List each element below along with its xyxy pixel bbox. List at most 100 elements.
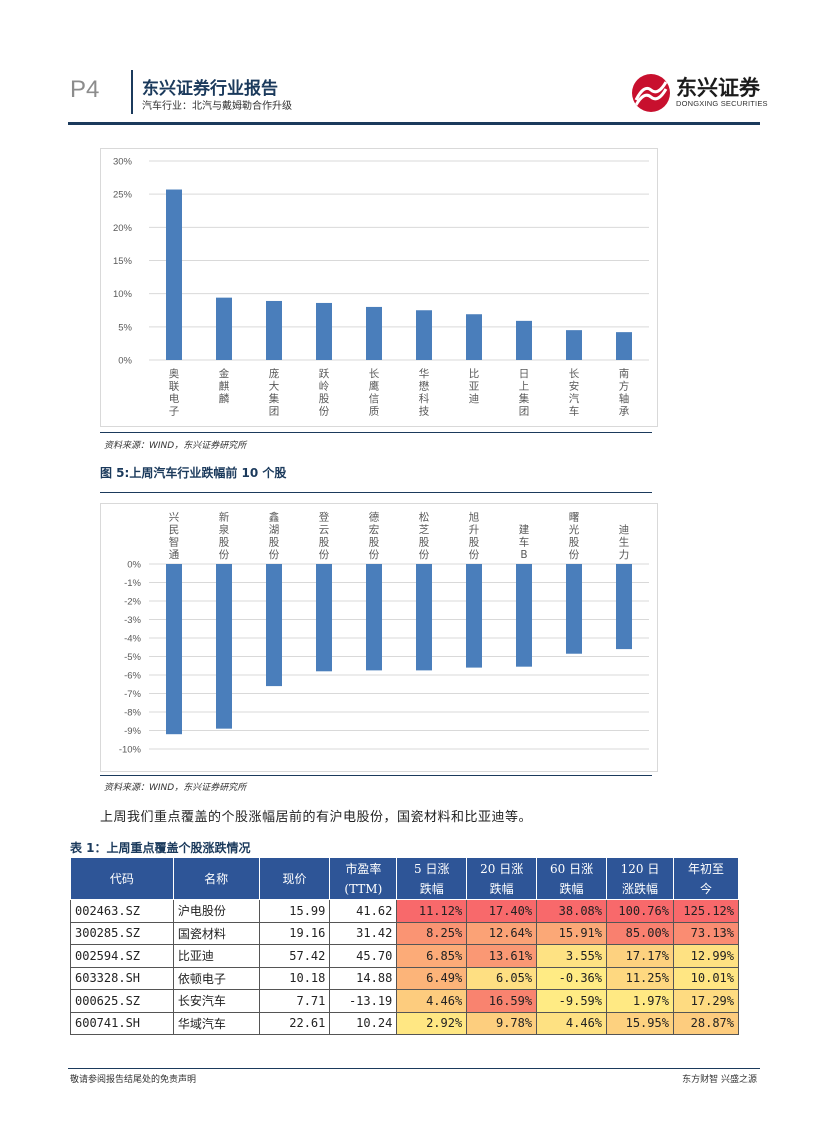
svg-text:懋: 懋 — [419, 381, 430, 393]
svg-text:迪: 迪 — [619, 524, 630, 536]
table-row: 603328.SH 依顿电子 10.18 14.88 6.49% 6.05% -0.36% 1… — [70, 966, 740, 990]
logo-english: DONGXING SECURITIES — [676, 99, 768, 108]
table-cell: 长安汽车 — [172, 989, 260, 1013]
table-cell: 华域汽车 — [172, 1011, 260, 1035]
svg-text:生: 生 — [619, 536, 630, 549]
svg-text:跃: 跃 — [319, 368, 330, 380]
figure2-title-rule — [100, 492, 652, 493]
svg-text:曙: 曙 — [569, 512, 580, 524]
svg-text:旭: 旭 — [469, 512, 480, 524]
svg-text:子: 子 — [169, 406, 180, 418]
svg-text:电: 电 — [169, 392, 180, 405]
table-body: 002463.SZ 沪电股份 15.99 41.62 11.12% 17.40% 38.08… — [70, 899, 740, 1035]
svg-text:份: 份 — [469, 549, 480, 561]
table-cell: 57.42 — [258, 944, 331, 968]
svg-text:份: 份 — [219, 549, 230, 561]
table-cell: 17.40% — [466, 899, 538, 923]
svg-text:安: 安 — [569, 380, 580, 393]
svg-text:联: 联 — [169, 381, 180, 393]
svg-text:集: 集 — [269, 392, 280, 405]
svg-text:团: 团 — [269, 406, 280, 418]
bar — [416, 564, 432, 671]
header-text: 60 日涨 — [550, 861, 594, 876]
report-subtitle: 汽车行业：北汽与戴姆勒合作升级 — [142, 101, 292, 112]
table-cell: 19.16 — [258, 921, 331, 945]
svg-text:湖: 湖 — [269, 524, 280, 536]
bar — [366, 306, 382, 360]
y-tick-label: -2% — [124, 597, 141, 608]
table-cell: 85.00% — [606, 921, 674, 945]
table-cell: 11.12% — [396, 899, 468, 923]
bar — [316, 302, 332, 360]
table-cell: 15.95% — [606, 1011, 674, 1035]
svg-text:股: 股 — [319, 393, 330, 405]
header-divider — [131, 70, 133, 114]
svg-text:麒: 麒 — [219, 380, 230, 393]
header-text: 跌幅 — [489, 881, 514, 896]
table-cell: 002463.SZ — [70, 899, 174, 923]
table-cell: 17.29% — [672, 989, 740, 1013]
svg-text:质: 质 — [369, 406, 380, 418]
table-cell: 15.99 — [258, 899, 331, 923]
bar — [216, 297, 232, 360]
header-text: 名称 — [204, 871, 229, 886]
svg-text:股: 股 — [319, 537, 330, 549]
table-cell: 16.59% — [466, 989, 538, 1013]
svg-text:兴: 兴 — [169, 512, 180, 524]
header-text: 跌幅 — [419, 881, 444, 896]
svg-text:光: 光 — [569, 523, 580, 536]
table-cell: 10.24 — [329, 1011, 398, 1035]
table-cell: 17.17% — [606, 944, 674, 968]
svg-text:泉: 泉 — [219, 523, 230, 536]
svg-text:份: 份 — [319, 549, 330, 561]
table-header-cell: 现价 — [258, 857, 331, 900]
bar — [266, 300, 282, 360]
svg-text:金: 金 — [219, 367, 230, 380]
table-cell: 3.55% — [536, 944, 608, 968]
table-cell: 13.61% — [466, 944, 538, 968]
table-row: 300285.SZ 国瓷材料 19.16 31.42 8.25% 12.64% 15.91%… — [70, 921, 740, 945]
stock-performance-table: 代码 名称 现价 市盈率 (TTM) 5 日涨 跌幅 20 日涨 跌幅 60 日涨 跌幅 120 日涨… — [70, 857, 740, 1035]
figure2-title: 图 5:上周汽车行业跌幅前 10 个股 — [100, 466, 287, 480]
svg-text:奥: 奥 — [169, 367, 180, 380]
y-tick-label: -6% — [124, 671, 141, 682]
table-cell: 002594.SZ — [70, 944, 174, 968]
svg-text:股: 股 — [219, 537, 230, 549]
svg-text:迪: 迪 — [469, 393, 480, 405]
svg-text:份: 份 — [569, 549, 580, 561]
table-header-cell: 120 日涨跌幅 — [606, 857, 674, 900]
svg-text:麟: 麟 — [219, 392, 230, 405]
table-cell: 1.97% — [606, 989, 674, 1013]
svg-text:B: B — [520, 549, 527, 561]
y-tick-label: -5% — [124, 652, 141, 663]
table-header-cell: 60 日涨 跌幅 — [536, 857, 608, 900]
bar — [366, 564, 382, 671]
svg-text:松: 松 — [419, 511, 430, 524]
bar — [166, 564, 182, 735]
table-cell: 2.92% — [396, 1011, 468, 1035]
table-cell: 8.25% — [396, 921, 468, 945]
table-cell: 国瓷材料 — [172, 921, 260, 945]
header-text: 市盈率 — [345, 861, 382, 876]
table-cell: 41.62 — [329, 899, 398, 923]
table-cell: 603328.SH — [70, 966, 174, 990]
y-tick-label: -7% — [124, 689, 141, 700]
table-row: 002594.SZ 比亚迪 57.42 45.70 6.85% 13.61% 3.55% 17… — [70, 944, 740, 968]
svg-text:股: 股 — [419, 537, 430, 549]
svg-text:智: 智 — [169, 536, 180, 549]
svg-text:建: 建 — [519, 523, 530, 536]
table-cell: 6.49% — [396, 966, 468, 990]
table-cell: 22.61 — [258, 1011, 331, 1035]
table-header-cell: 5 日涨 跌幅 — [396, 857, 468, 900]
svg-text:德: 德 — [369, 511, 380, 524]
table-cell: 38.08% — [536, 899, 608, 923]
table-cell: 12.64% — [466, 921, 538, 945]
